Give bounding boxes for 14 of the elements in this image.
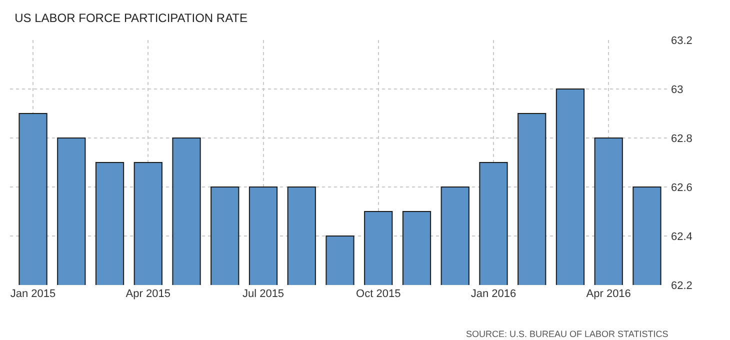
x-tick-label: Oct 2015 <box>356 288 401 300</box>
x-tick-label: Jul 2015 <box>242 288 284 300</box>
chart-title: US LABOR FORCE PARTICIPATION RATE <box>14 11 248 25</box>
y-tick-label: 62.8 <box>671 132 692 145</box>
source-note: SOURCE: U.S. BUREAU OF LABOR STATISTICS <box>466 329 668 339</box>
x-tick-label: Jan 2015 <box>10 288 56 300</box>
y-tick-label: 63 <box>671 84 684 96</box>
y-tick-label: 62.2 <box>671 280 692 292</box>
y-tick-label: 62.4 <box>671 230 692 243</box>
y-tick-label: 63.2 <box>671 34 692 47</box>
y-tick-label: 62.6 <box>671 182 692 194</box>
x-tick-label: Apr 2016 <box>586 288 631 300</box>
x-tick-label: Jan 2016 <box>470 288 516 300</box>
x-tick-label: Apr 2015 <box>126 288 170 300</box>
